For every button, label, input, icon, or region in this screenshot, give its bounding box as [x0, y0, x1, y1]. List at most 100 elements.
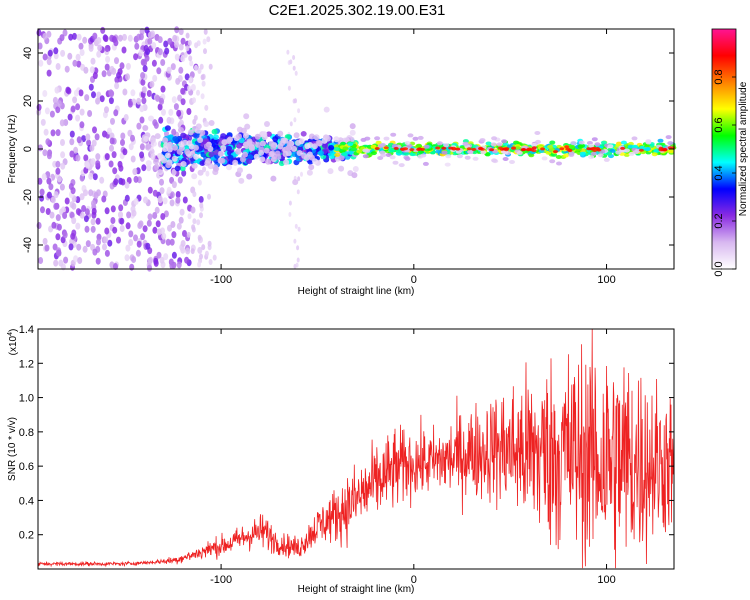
- spectrogram-y-axis: -40 -20 0 20 40: [22, 47, 674, 253]
- spectrogram-cell: [412, 136, 419, 141]
- spectrogram-cell: [296, 245, 300, 251]
- spectrogram-cell: [46, 69, 52, 77]
- spectrogram-cell: [265, 158, 272, 165]
- spectrogram-cell: [89, 66, 95, 74]
- spectrogram-cell: [120, 178, 126, 186]
- y-tick-label: 0.4: [19, 495, 34, 507]
- spectrogram-cell: [303, 154, 310, 161]
- colorbar-tick-label: 0.8: [713, 69, 725, 84]
- spectrogram-cell: [632, 144, 638, 149]
- spectrogram-cell: [586, 147, 592, 151]
- y-tick-label: 0.2: [19, 530, 34, 542]
- spectrogram-cell: [186, 140, 193, 147]
- spectrogram-cell: [75, 114, 81, 122]
- spectrogram-cell: [135, 249, 141, 257]
- spectrogram-cell: [104, 249, 110, 257]
- spectrogram-cell: [75, 53, 81, 61]
- spectrogram-cell: [603, 157, 610, 162]
- spectrogram-cell: [263, 147, 270, 154]
- spectrogram-cell: [46, 191, 52, 199]
- snr-y-multiplier: (x104): [7, 329, 19, 356]
- spectrogram-cell: [638, 148, 644, 152]
- spectrogram-cell: [179, 208, 185, 216]
- spectrogram-cell: [189, 60, 194, 67]
- spectrogram-cell: [462, 141, 469, 146]
- spectrogram-cell: [456, 154, 463, 159]
- spectrogram-cell: [199, 253, 203, 260]
- spectrogram-cell: [502, 157, 509, 161]
- spectrogram-cell: [59, 183, 65, 191]
- spectrogram-cell: [148, 256, 153, 264]
- spectrogram-cell: [547, 144, 554, 149]
- spectrogram-cell: [60, 139, 65, 146]
- spectrogram-cell: [68, 243, 74, 251]
- spectrogram-cell: [531, 146, 537, 150]
- spectrogram-cell: [180, 132, 187, 139]
- spectrogram-cell: [64, 197, 70, 205]
- spectrogram-cell: [147, 264, 152, 272]
- spectrogram-cell: [165, 152, 171, 159]
- spectrogram-cell: [285, 145, 292, 152]
- spectrogram-cell: [44, 107, 50, 115]
- spectrogram-cell: [199, 212, 203, 219]
- spectrogram-cell: [128, 143, 134, 151]
- spectrogram-cell: [131, 209, 137, 217]
- spectrogram-cell: [199, 202, 204, 209]
- spectrogram-cell: [287, 85, 291, 91]
- spectrogram-cell: [347, 150, 354, 155]
- spectrogram-cell: [40, 206, 45, 214]
- spectrogram-cell: [156, 251, 162, 259]
- spectrogram-cell: [60, 49, 66, 57]
- spectrogram-cell: [152, 226, 158, 234]
- spectrogram-cell: [138, 49, 144, 57]
- spectrogram-cell: [485, 141, 492, 146]
- spectrogram-cell: [226, 164, 232, 171]
- spectrogram-cell: [297, 226, 301, 232]
- colorbar-ticks: 0.0 0.2 0.4 0.6 0.8: [713, 69, 736, 277]
- spectrogram-cell: [156, 67, 162, 75]
- spectrogram-cell: [42, 90, 48, 97]
- spectrogram-cell: [146, 164, 152, 172]
- spectrogram-cell: [180, 98, 186, 106]
- spectrogram-cell: [143, 44, 149, 52]
- spectrogram-cell: [509, 160, 515, 164]
- spectrogram-cell: [288, 200, 292, 206]
- spectrogram-cell: [385, 153, 392, 157]
- spectrogram-cell: [377, 156, 384, 160]
- spectrogram-cell: [185, 247, 191, 255]
- spectrogram-cell: [57, 175, 62, 183]
- spectrogram-cell: [78, 42, 84, 50]
- spectrogram-cell: [125, 73, 130, 81]
- spectrogram-cell: [59, 119, 65, 127]
- spectrogram-cell: [196, 89, 200, 96]
- spectrogram-cell: [179, 165, 186, 172]
- spectrogram-cell: [300, 171, 303, 177]
- spectrogram-cell: [51, 221, 57, 229]
- spectrogram-cell: [117, 68, 123, 76]
- spectrogram-cell: [333, 136, 340, 143]
- spectrogram-cell: [208, 151, 215, 158]
- spectrogram-cell: [261, 131, 268, 138]
- spectrogram-cell: [99, 176, 105, 184]
- spectrogram-panel: -100 0 100 -40 -20 0 20 40 Height of straight …: [7, 26, 677, 297]
- spectrogram-cell: [130, 89, 136, 97]
- spectrogram-cell: [56, 100, 62, 108]
- spectrogram-cell: [140, 78, 146, 86]
- spectrogram-cell: [333, 147, 340, 152]
- spectrogram-cell: [588, 143, 595, 148]
- spectrogram-cell: [53, 202, 59, 210]
- spectrogram-cell: [58, 259, 64, 267]
- spectrogram-cell: [83, 66, 89, 74]
- spectrogram-cell: [112, 167, 118, 175]
- spectrogram-cell: [490, 142, 497, 147]
- spectrogram-cell: [102, 243, 107, 251]
- spectrogram-cell: [95, 217, 101, 225]
- spectrogram-cell: [606, 151, 613, 156]
- spectrogram-cell: [121, 46, 127, 54]
- spectrogram-cell: [283, 159, 290, 166]
- spectrogram-cell: [291, 145, 297, 152]
- spectrogram-cell: [54, 86, 60, 94]
- spectrogram-cell: [404, 141, 411, 145]
- spectrogram-cell: [398, 163, 405, 168]
- spectrogram-cell: [197, 261, 202, 268]
